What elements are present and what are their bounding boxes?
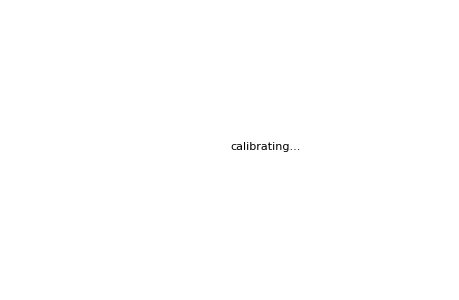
- Text: calibrating...: calibrating...: [230, 142, 300, 152]
